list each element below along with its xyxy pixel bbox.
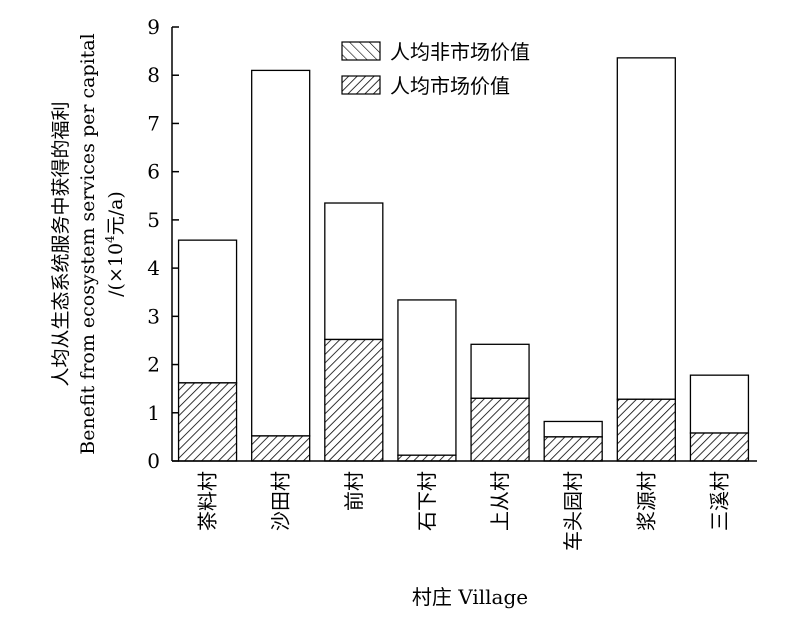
legend-swatch-market xyxy=(341,75,381,95)
y-axis-unit-exponent: 4 xyxy=(103,235,117,243)
category-label: 浆源村 xyxy=(634,471,658,531)
category-label-group: 上从村 xyxy=(488,471,512,531)
y-tick-label: 6 xyxy=(147,160,160,184)
bar-non-market xyxy=(616,57,676,400)
y-tick-label: 1 xyxy=(147,401,160,425)
category-label: 三溪村 xyxy=(707,471,731,531)
category-label: 上从村 xyxy=(488,471,512,531)
y-axis-title-3: /(×104元/a) xyxy=(103,191,127,297)
y-axis-title-line-2: Benefit from ecosystem services per capi… xyxy=(77,33,99,454)
legend-label-market: 人均市场价值 xyxy=(390,74,510,98)
category-label-group: 沙田村 xyxy=(269,471,293,531)
bars xyxy=(177,57,750,462)
y-axis-ticks: 0 1 2 3 4 5 6 7 8 9 xyxy=(147,15,179,473)
y-tick-label: 3 xyxy=(147,304,160,328)
y-tick-label: 2 xyxy=(147,353,160,377)
y-axis-title: 人均从生态系统服务中获得的福利 xyxy=(50,101,72,386)
category-label-group: 茶料村 xyxy=(196,471,220,531)
y-tick-label: 4 xyxy=(147,256,160,280)
x-axis-title: 村庄 Village xyxy=(412,585,528,609)
y-tick-label: 5 xyxy=(147,208,160,232)
y-axis-unit-prefix: /(×10 xyxy=(105,243,127,297)
category-label: 茶料村 xyxy=(196,471,220,531)
legend-label-non-market: 人均非市场价值 xyxy=(390,40,530,64)
bar-non-market xyxy=(543,420,603,438)
category-label: 车头园村 xyxy=(561,471,585,551)
category-labels: 茶料村 沙田村 前村 石下村 上从村 车头园村 浆源村 三溪村 xyxy=(196,471,732,551)
legend: 人均非市场价值 人均市场价值 xyxy=(341,40,530,98)
category-label-group: 三溪村 xyxy=(707,471,731,531)
bar-non-market xyxy=(251,69,311,437)
bar-non-market xyxy=(397,299,457,456)
category-label: 石下村 xyxy=(415,471,439,531)
y-axis-title-line-1: 人均从生态系统服务中获得的福利 xyxy=(50,101,72,386)
category-label-group: 浆源村 xyxy=(634,471,658,531)
bar-non-market xyxy=(470,343,530,399)
y-axis-title-line-3: /(×104元/a) xyxy=(103,191,127,297)
bar-market xyxy=(397,454,457,462)
legend-swatch-non-market xyxy=(341,41,381,61)
bar-market xyxy=(177,382,238,462)
y-tick-label: 0 xyxy=(147,449,160,473)
y-tick-label: 7 xyxy=(147,111,160,135)
category-label-group: 车头园村 xyxy=(561,471,585,551)
bar-non-market xyxy=(177,239,238,384)
y-tick-label: 8 xyxy=(147,63,160,87)
category-label-group: 石下村 xyxy=(415,471,439,531)
y-tick-label: 9 xyxy=(147,15,160,39)
y-axis-unit-suffix: 元/a) xyxy=(105,191,127,235)
bar-market xyxy=(689,432,750,462)
category-label-group: 前村 xyxy=(342,471,366,511)
axes xyxy=(171,27,757,462)
category-label: 沙田村 xyxy=(269,471,293,531)
bar-non-market xyxy=(689,374,750,434)
bar-market xyxy=(324,338,384,462)
bar-market xyxy=(251,435,311,462)
bar-non-market xyxy=(324,202,384,341)
bar-market xyxy=(616,398,676,462)
bar-market xyxy=(543,436,603,462)
category-label: 前村 xyxy=(342,471,366,511)
bar-market xyxy=(470,397,530,462)
y-axis-title-2: Benefit from ecosystem services per capi… xyxy=(77,33,99,454)
